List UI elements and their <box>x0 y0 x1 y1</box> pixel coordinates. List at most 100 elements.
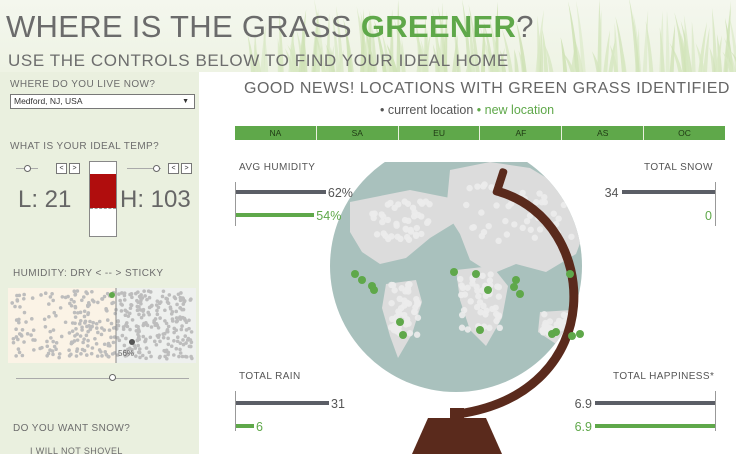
humidity-dot <box>158 339 162 344</box>
humidity-dot <box>83 319 88 324</box>
grass-blade <box>711 7 718 72</box>
humidity-dot <box>90 346 95 350</box>
new-location-marker[interactable] <box>370 286 378 294</box>
humidity-dot <box>139 298 143 303</box>
city-dot <box>384 216 392 224</box>
new-location-marker[interactable] <box>450 268 458 276</box>
new-location-marker[interactable] <box>399 331 407 339</box>
city-dot <box>425 218 432 225</box>
humidity-dot <box>79 351 83 356</box>
humidity-dot <box>134 328 139 333</box>
humidity-dot <box>32 348 36 352</box>
location-select[interactable]: Medford, NJ, USA ▼ <box>10 94 195 109</box>
globe-top-pin <box>492 168 508 196</box>
city-dot <box>480 228 488 236</box>
grass-blade <box>396 0 401 72</box>
grass-blade <box>328 44 335 72</box>
city-dot <box>559 322 566 330</box>
grass-blade <box>500 50 507 72</box>
humidity-dot <box>174 309 179 314</box>
humidity-dot <box>107 354 111 359</box>
region-tab-na[interactable]: NA <box>235 126 317 140</box>
rain-current-bar <box>236 401 329 405</box>
low-temp-decrement-button[interactable]: < <box>56 163 67 174</box>
new-location-marker[interactable] <box>358 276 366 284</box>
avg-humidity-label: AVG HUMIDITY <box>239 162 316 173</box>
humidity-dot <box>59 334 64 339</box>
low-temp-increment-button[interactable]: > <box>69 163 80 174</box>
humidity-dot <box>136 300 140 304</box>
region-tab-oc[interactable]: OC <box>644 126 725 140</box>
humidity-dot <box>111 326 116 330</box>
humidity-dot <box>115 323 120 328</box>
city-dot <box>511 221 518 228</box>
humidity-dot <box>170 319 175 323</box>
city-dot <box>473 283 480 291</box>
city-dot <box>493 202 500 209</box>
city-dot <box>388 233 395 240</box>
continent-shape <box>350 190 456 264</box>
humidity-dot <box>16 347 21 351</box>
humidity-dot <box>155 299 160 304</box>
map-legend: • current location • new location <box>380 103 554 117</box>
new-location-marker[interactable] <box>516 290 524 298</box>
humidity-dot <box>102 294 107 299</box>
city-dot <box>388 299 395 307</box>
humidity-dot <box>85 303 90 308</box>
humidity-dot <box>54 341 59 345</box>
city-dot <box>487 271 494 278</box>
grass-blade <box>386 43 398 72</box>
city-dot <box>477 309 484 316</box>
low-temp-slider-knob[interactable] <box>24 165 31 172</box>
new-location-marker[interactable] <box>472 270 480 278</box>
city-dot <box>470 224 478 231</box>
grass-blade <box>695 42 706 72</box>
high-temp-slider-knob[interactable] <box>153 165 160 172</box>
humidity-dot <box>15 298 20 302</box>
high-temp-decrement-button[interactable]: < <box>168 163 179 174</box>
humidity-dot <box>77 322 82 326</box>
humidity-dot <box>161 332 166 336</box>
new-location-marker[interactable] <box>576 330 584 338</box>
humidity-dot <box>82 337 86 341</box>
humidity-dot <box>120 333 125 338</box>
region-tab-af[interactable]: AF <box>480 126 563 140</box>
humidity-dot <box>175 335 180 340</box>
snow-option[interactable]: I WILL NOT SHOVEL <box>30 446 123 456</box>
new-location-marker[interactable] <box>476 326 484 334</box>
humidity-dot <box>126 314 131 318</box>
high-temp-increment-button[interactable]: > <box>181 163 192 174</box>
humidity-dot <box>130 351 135 355</box>
region-tab-as[interactable]: AS <box>562 126 645 140</box>
new-location-marker[interactable] <box>351 270 359 278</box>
new-location-marker[interactable] <box>484 286 492 294</box>
high-temp-slider-track[interactable] <box>127 168 161 169</box>
new-location-marker[interactable] <box>396 318 404 326</box>
snow-current-value: 34 <box>604 186 619 200</box>
humidity-dot <box>181 307 186 312</box>
city-dot <box>401 216 409 224</box>
humidity-dot <box>144 337 148 342</box>
new-location-marker[interactable] <box>566 270 574 278</box>
humidity-dot <box>54 313 58 318</box>
new-location-marker[interactable] <box>512 276 520 284</box>
region-tab-eu[interactable]: EU <box>398 126 481 140</box>
city-dot <box>495 237 502 245</box>
grass-blade <box>452 17 461 72</box>
humidity-slider-knob[interactable] <box>108 374 116 381</box>
new-location-marker[interactable] <box>510 283 518 291</box>
humidity-dot <box>180 354 185 359</box>
region-tab-sa[interactable]: SA <box>316 126 399 140</box>
legend-new-location: • new location <box>476 103 555 117</box>
new-location-marker[interactable] <box>552 328 560 336</box>
humidity-dot <box>45 339 49 344</box>
new-location-marker[interactable] <box>568 332 576 340</box>
grass-blade <box>709 47 717 72</box>
grass-blade <box>360 9 365 72</box>
humidity-dot <box>147 312 152 317</box>
humidity-dot <box>147 350 152 355</box>
humidity-slider-track[interactable] <box>16 378 189 379</box>
humidity-dot <box>126 347 130 352</box>
humidity-dot <box>60 295 65 299</box>
humidity-dot <box>130 318 135 322</box>
